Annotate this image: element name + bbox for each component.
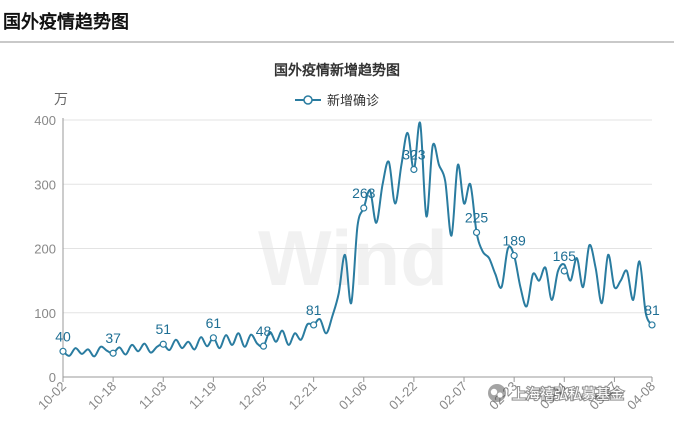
data-label: 81 [644,302,660,318]
y-tick-label: 100 [34,306,56,321]
data-point [472,228,481,237]
y-axis-unit: 万 [54,92,68,108]
data-point [109,349,117,357]
legend-marker [303,95,313,105]
data-label: 225 [465,209,489,225]
x-tick-label: 12-21 [286,379,320,413]
data-point [259,342,268,350]
data-label: 61 [206,315,222,331]
data-label: 37 [105,330,121,346]
x-tick-label: 12-05 [236,379,270,413]
wechat-icon-bubble [490,388,498,396]
x-tick-label: 02-07 [436,379,470,413]
data-label: 81 [306,302,322,318]
x-tick-label: 11-03 [136,379,169,412]
data-point [560,267,568,275]
data-label: 323 [402,146,426,162]
data-label: 40 [55,328,71,344]
legend-label: 新增确诊 [327,93,379,109]
y-tick-label: 200 [34,242,56,257]
data-label: 189 [502,233,526,249]
x-tick-label: 01-06 [336,379,370,413]
x-tick-label: 11-19 [186,379,219,412]
data-point [410,165,418,174]
wechat-icon-bubble [497,392,503,398]
data-label: 48 [256,323,272,339]
x-tick-label: 01-22 [386,379,420,413]
data-point [159,340,167,348]
data-label: 51 [155,321,171,337]
data-label: 165 [553,248,577,264]
x-tick-label: 10-18 [85,379,119,413]
data-point [59,347,67,355]
y-tick-label: 0 [49,370,56,385]
data-point [510,251,518,260]
source-watermark: 上海禧弘私募基金 [512,386,624,403]
data-point [648,321,656,329]
x-tick-label: 10-02 [35,379,69,413]
y-tick-label: 300 [34,177,56,192]
data-point [310,321,318,329]
chart-title: 国外疫情新增趋势图 [274,62,400,79]
header-divider [0,41,674,43]
page-title: 国外疫情趋势图 [3,12,129,33]
data-point [360,204,368,212]
data-point [209,334,217,342]
x-tick-label: 04-08 [624,379,658,413]
data-label: 263 [352,185,376,201]
y-tick-label: 400 [34,113,56,128]
